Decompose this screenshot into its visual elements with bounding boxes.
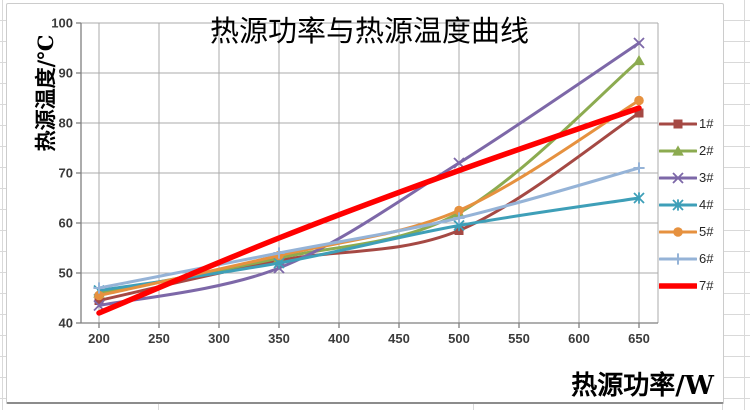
series-1#[interactable] (94, 108, 644, 306)
series-1#-line (97, 111, 641, 302)
x-tick-label: 400 (328, 331, 350, 346)
x-tick-label: 600 (568, 331, 590, 346)
marker-triangle-icon (672, 144, 684, 156)
tick-labels: 200 250 300 350 400 450 500 550 600 650 40 50 60 70 80… (51, 16, 650, 347)
legend-item-1#[interactable]: 1# (659, 110, 713, 137)
legend-item-4#[interactable]: 4# (659, 191, 713, 218)
axes (76, 22, 658, 328)
legend-marker-x-icon (659, 171, 697, 184)
x-tick-label: 250 (148, 331, 170, 346)
marker-plus-icon (633, 162, 645, 174)
x-tick-label: 450 (388, 331, 410, 346)
series-7#-line (96, 105, 642, 316)
y-tick-label: 70 (59, 166, 73, 181)
x-tick-label: 200 (88, 331, 110, 346)
legend-item-3#[interactable]: 3# (659, 164, 713, 191)
x-tick-label: 500 (448, 331, 470, 346)
legend-item-5#[interactable]: 5# (659, 218, 713, 245)
x-tick-label: 350 (268, 331, 290, 346)
legend-label: 4# (699, 197, 714, 212)
marker-x-icon (633, 37, 645, 49)
y-tick-label: 80 (59, 116, 73, 131)
y-tick-label: 60 (59, 216, 73, 231)
marker-square-icon (634, 108, 644, 118)
marker-x-icon (453, 157, 465, 169)
marker-circle-icon (94, 290, 104, 301)
legend-label: 1# (699, 116, 714, 131)
legend-marker-square-icon (659, 119, 697, 128)
legend[interactable]: 1# 2# 3# 4# 5# 6# 7# (659, 110, 713, 299)
series-6#[interactable] (93, 162, 645, 294)
y-axis-title: 热源温度/℃ (33, 34, 58, 152)
legend-item-6#[interactable]: 6# (659, 245, 713, 272)
x-tick-label: 300 (208, 331, 230, 346)
legend-label: 2# (699, 143, 714, 158)
y-tick-label: 90 (59, 66, 73, 81)
spreadsheet-row-lines (0, 0, 6, 410)
marker-circle-icon (673, 226, 683, 237)
legend-item-2#[interactable]: 2# (659, 137, 713, 164)
legend-label: 6# (699, 251, 714, 266)
legend-marker-star-icon (659, 198, 697, 211)
legend-label: 7# (699, 278, 714, 293)
series-6#-line (97, 166, 641, 290)
legend-marker-triangle-icon (659, 144, 697, 156)
marker-star-icon (633, 192, 645, 204)
marker-square-icon (673, 119, 683, 128)
marker-plus-icon (93, 282, 105, 294)
x-tick-label: 550 (508, 331, 530, 346)
marker-plus-icon (273, 247, 285, 259)
marker-plus-icon (672, 252, 684, 265)
spreadsheet-gridline (473, 403, 474, 410)
x-axis-title: 热源功率/W (571, 371, 714, 401)
legend-marker-plus-icon (659, 252, 697, 265)
spreadsheet-gridline (722, 403, 723, 410)
series-3#-line (97, 41, 641, 307)
legend-item-7#[interactable]: 7# (659, 272, 713, 299)
x-tick-label: 650 (628, 331, 650, 346)
legend-marker-none-icon (659, 282, 697, 289)
series-5#-line (97, 99, 641, 297)
series-7#[interactable] (96, 105, 642, 316)
marker-square-icon (94, 296, 104, 305)
marker-x-icon (672, 171, 684, 184)
chart-canvas: 200 250 300 350 400 450 500 550 600 650 40 50 60 70 80… (51, 16, 659, 347)
marker-star-icon (672, 198, 684, 211)
marker-circle-icon (634, 95, 644, 106)
spreadsheet-row-lines (724, 0, 750, 410)
spreadsheet-gridline (158, 403, 159, 410)
gridlines (81, 22, 659, 324)
chart-title: 热源功率与热源温度曲线 (209, 14, 529, 48)
series-3#[interactable] (93, 37, 645, 312)
series-5#[interactable] (94, 95, 644, 301)
y-tick-label: 100 (51, 16, 73, 31)
series-2#[interactable] (93, 54, 645, 298)
marker-circle-icon (454, 205, 464, 216)
legend-label: 5# (699, 224, 714, 239)
legend-marker-circle-icon (659, 226, 697, 237)
y-tick-label: 40 (59, 316, 73, 331)
series-2#-line (97, 59, 641, 295)
chart-container[interactable]: 200 250 300 350 400 450 500 550 600 650 40 50 60 70 80… (6, 3, 724, 404)
legend-label: 3# (699, 170, 714, 185)
marker-triangle-icon (633, 54, 645, 66)
y-tick-label: 50 (59, 266, 73, 281)
marker-plus-icon (453, 212, 465, 224)
